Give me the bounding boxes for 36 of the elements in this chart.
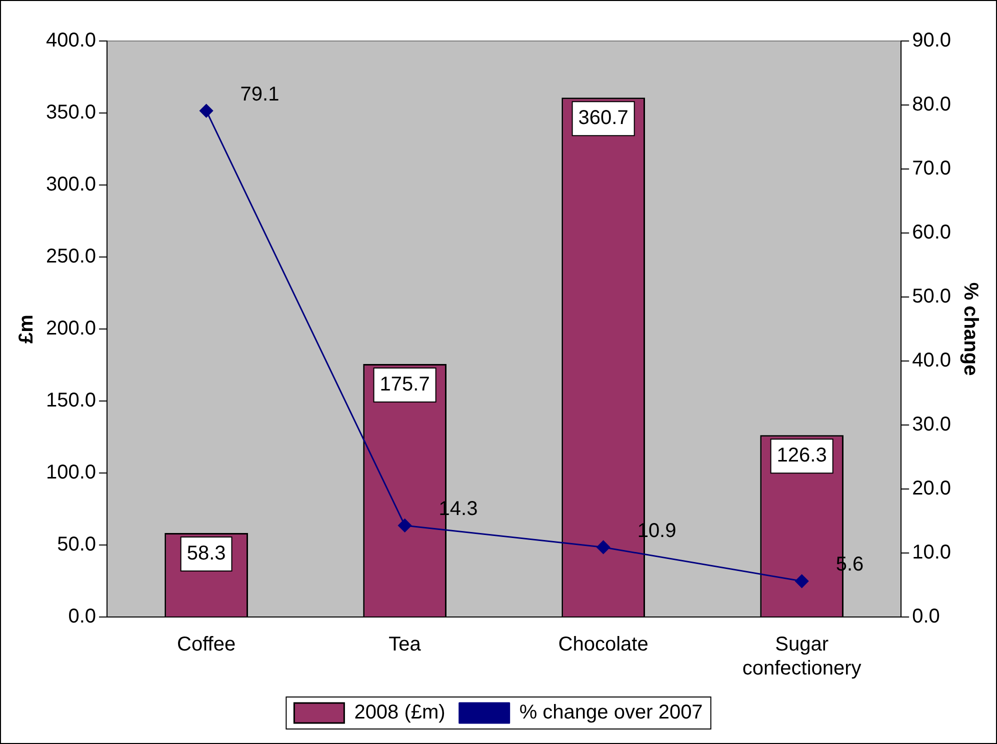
y2-tick-label: 0.0: [912, 606, 940, 628]
data-label: 175.7: [380, 374, 430, 396]
y-tick-label: 100.0: [46, 462, 96, 484]
y2-axis-title: % change: [959, 282, 982, 376]
y-tick-label: 350.0: [46, 102, 96, 124]
legend-label: 2008 (£m): [354, 702, 446, 724]
y-tick-label: 200.0: [46, 318, 96, 340]
point: [200, 104, 214, 118]
y-tick-label: 250.0: [46, 246, 96, 268]
y2-tick-label: 50.0: [912, 286, 952, 308]
y-tick-label: 300.0: [46, 174, 96, 196]
data-label: 58.3: [186, 542, 226, 565]
y-tick-label: 150.0: [46, 390, 96, 412]
point: [795, 574, 809, 588]
y2-tick-label: 70.0: [912, 158, 952, 180]
y-axis-title: £m: [16, 314, 38, 344]
data-label: 79.1: [240, 83, 280, 106]
x-tick-label: Coffee: [177, 634, 236, 656]
y2-tick-label: 40.0: [912, 350, 952, 372]
point: [398, 518, 412, 532]
point: [596, 540, 610, 554]
y2-tick-label: 10.0: [912, 542, 952, 564]
y2-tick-label: 30.0: [912, 414, 952, 436]
x-tick-label: Sugar confectionery: [742, 634, 862, 680]
y2-tick-label: 60.0: [912, 222, 952, 244]
y2-tick-label: 20.0: [912, 478, 952, 500]
y2-tick-label: 90.0: [912, 30, 952, 52]
x-tick-label: Tea: [388, 634, 422, 656]
y2-tick-label: 80.0: [912, 94, 952, 116]
y-tick-label: 400.0: [46, 30, 96, 52]
x-tick-label: Chocolate: [558, 634, 648, 656]
y-tick-label: 0.0: [68, 606, 96, 628]
data-label: 360.7: [578, 107, 628, 130]
data-label: 126.3: [776, 444, 827, 467]
y-tick-label: 50.0: [57, 534, 96, 556]
legend-label: % change over 2007: [519, 702, 703, 724]
